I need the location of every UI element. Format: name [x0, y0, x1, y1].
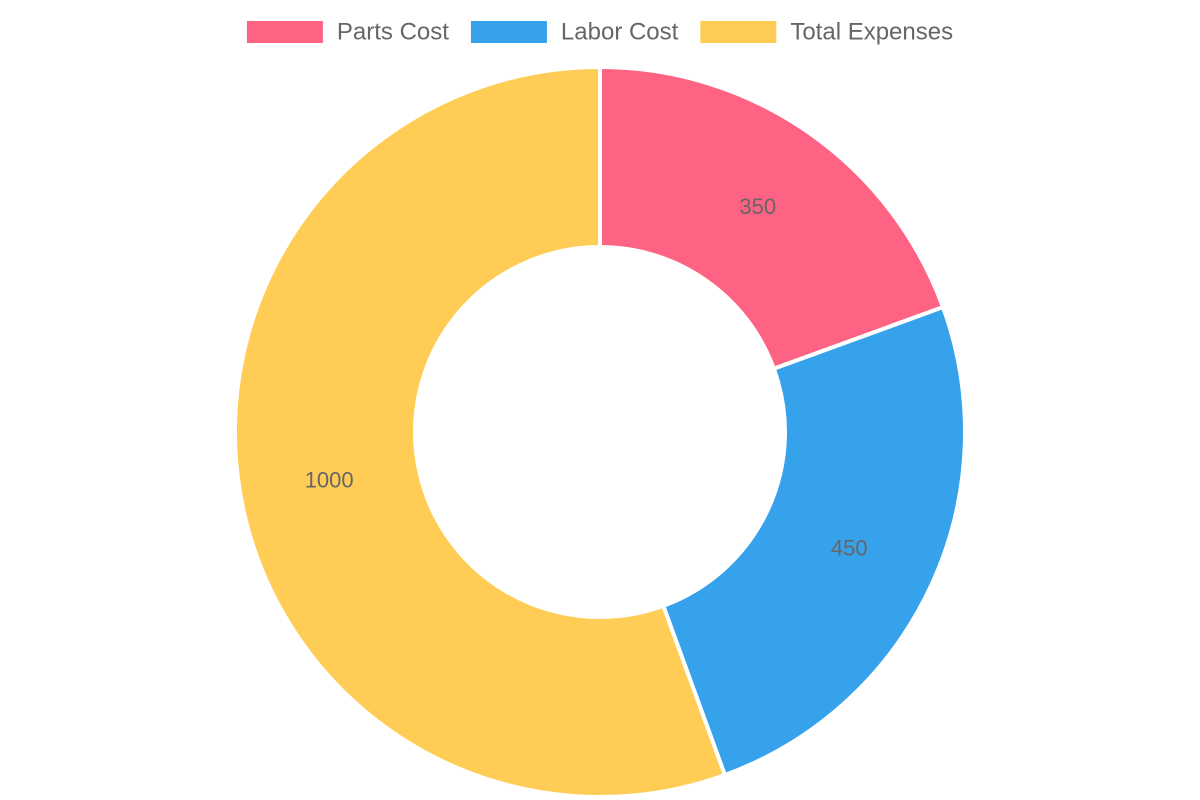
chart-slices — [233, 64, 967, 799]
legend-label-labor-cost: Labor Cost — [561, 19, 679, 46]
legend-label-parts-cost: Parts Cost — [337, 19, 449, 46]
chart-data-labels: 350 450 1000 — [305, 194, 868, 560]
data-label-total-expenses: 1000 — [305, 467, 354, 492]
legend-item-labor-cost[interactable]: Labor Cost — [470, 19, 679, 46]
legend-swatch-total-expenses — [700, 21, 777, 43]
chart-legend: Parts Cost Labor Cost Total Expenses — [246, 19, 953, 46]
slice-parts-cost[interactable] — [598, 64, 946, 372]
legend-swatch-labor-cost — [470, 21, 547, 43]
slice-total-expenses[interactable] — [233, 64, 728, 799]
legend-item-parts-cost[interactable]: Parts Cost — [246, 19, 449, 46]
data-label-parts-cost: 350 — [739, 194, 776, 219]
legend-swatch-parts-cost — [246, 21, 323, 43]
slice-labor-cost[interactable] — [660, 304, 967, 778]
legend-label-total-expenses: Total Expenses — [790, 19, 953, 46]
legend-item-total-expenses[interactable]: Total Expenses — [700, 19, 953, 46]
data-label-labor-cost: 450 — [831, 536, 868, 561]
